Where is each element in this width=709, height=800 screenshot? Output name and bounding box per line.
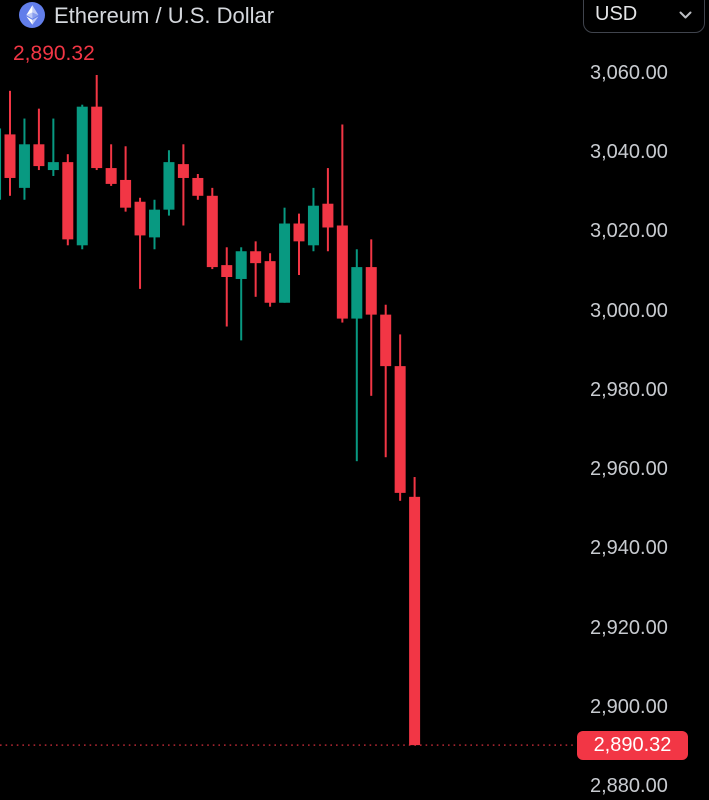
candle-down (33, 108, 45, 171)
candle-down (206, 187, 218, 270)
candle-down (336, 124, 348, 323)
candle-down (293, 213, 305, 276)
candle-down (264, 253, 276, 307)
candle-down (177, 144, 189, 226)
candle-up (0, 128, 2, 200)
last-price-badge: 2,890.32 (577, 730, 688, 760)
candle-down (409, 477, 421, 746)
candle-down (380, 304, 392, 458)
candle-down (221, 247, 233, 327)
candle-down (365, 239, 377, 396)
candle-down (105, 144, 117, 186)
candle-down (394, 334, 406, 501)
candle-down (322, 168, 334, 252)
currency-dropdown[interactable]: USD (583, 0, 705, 33)
current-price-label: 2,890.32 (13, 42, 95, 65)
candle-up (351, 249, 363, 462)
candle-up (149, 199, 160, 250)
candle-down (4, 90, 16, 196)
candle-up (18, 118, 30, 200)
candle-up (279, 207, 291, 303)
candle-up (47, 118, 59, 176)
candle-down (250, 241, 262, 297)
ethereum-icon (19, 2, 45, 28)
candle-down (192, 174, 204, 200)
candle-up (76, 104, 88, 250)
candle-down (62, 154, 74, 246)
candle-up (307, 187, 319, 252)
candle-up (163, 150, 175, 216)
symbol-title: Ethereum / U.S. Dollar (54, 3, 275, 28)
chevron-down-icon (679, 11, 692, 18)
candle-down (91, 74, 103, 171)
candle-down (134, 197, 146, 289)
candle-up (235, 247, 247, 341)
currency-dropdown-value: USD (595, 3, 638, 25)
candle-down (120, 146, 132, 212)
